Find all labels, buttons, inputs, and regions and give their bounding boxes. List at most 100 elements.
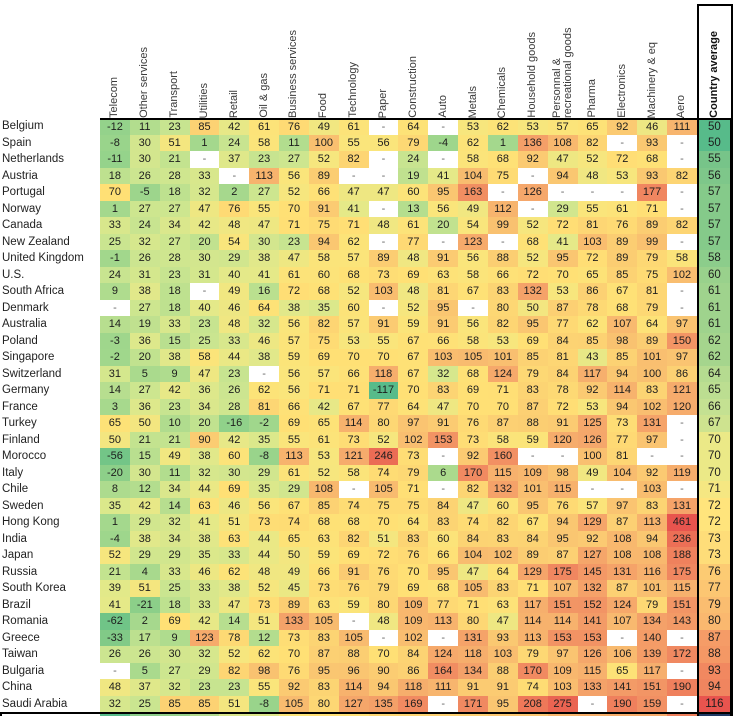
heatmap-cell: 67	[279, 497, 309, 514]
heatmap-cell: 42	[189, 217, 220, 234]
heatmap-cell: 52	[100, 547, 130, 564]
heatmap-cell: 50	[279, 547, 309, 564]
heatmap-cell: 85	[159, 695, 190, 712]
row-label-finland: Finland	[2, 433, 40, 446]
heatmap-cell: 48	[219, 217, 250, 234]
heatmap-cell: 39	[100, 580, 130, 597]
heatmap-cell: 24	[398, 151, 429, 168]
heatmap-cell: -	[547, 184, 578, 201]
heatmap-cell: 75	[308, 332, 339, 349]
heatmap-cell: -	[667, 629, 697, 646]
heatmap-cell: 82	[487, 514, 518, 531]
heatmap-cell: 77	[428, 596, 459, 613]
heatmap-cell: 58	[487, 431, 518, 448]
heatmap-cell: 67	[517, 514, 548, 531]
col-header-technology: Technology	[339, 0, 369, 118]
heatmap-cell: -8	[249, 695, 280, 712]
heatmap-cell: -	[667, 283, 697, 300]
heatmap-cell: 82	[338, 530, 369, 547]
heatmap-cell: 114	[547, 613, 578, 630]
heatmap-cell: 58	[458, 266, 488, 283]
heatmap-cell: 94	[547, 514, 578, 531]
heatmap-cell: 71	[398, 481, 429, 498]
sector-average-cell: 80	[368, 712, 399, 716]
heatmap-cell: 105	[458, 580, 488, 597]
col-header-label: Construction	[406, 56, 419, 118]
heatmap-cell: -	[368, 167, 399, 184]
heatmap-cell: -	[487, 184, 518, 201]
heatmap-cell: -	[428, 629, 459, 646]
sector-average-cell: 63	[279, 712, 309, 716]
heatmap-cell: 61	[279, 266, 309, 283]
heatmap-cell: 29	[189, 662, 220, 679]
heatmap-cell: 32	[428, 365, 459, 382]
heatmap-cell: 42	[219, 431, 250, 448]
heatmap-cell: 46	[219, 497, 250, 514]
country-average-cell: 61	[696, 283, 733, 300]
heatmap-cell: 91	[428, 250, 459, 267]
heatmap-cell: -	[577, 481, 608, 498]
col-header-label: Auto	[436, 95, 449, 118]
country-average-cell: 77	[696, 580, 733, 597]
heatmap-cell: 61	[308, 431, 339, 448]
heatmap-cell: 91	[547, 415, 578, 432]
heatmap-cell: 49	[279, 563, 309, 580]
heatmap-cell: 57	[279, 332, 309, 349]
heatmap-cell: 70	[487, 398, 518, 415]
heatmap-cell: 38	[129, 283, 160, 300]
heatmap-cell: 10	[159, 415, 190, 432]
heatmap-cell: 52	[279, 184, 309, 201]
heatmap-cell: 151	[637, 679, 668, 696]
heatmap-cell: 47	[189, 200, 220, 217]
heatmap-cell: 93	[637, 134, 668, 151]
heatmap-cell: 51	[219, 695, 250, 712]
row-label-brazil: Brazil	[2, 598, 31, 611]
heatmap-cell: 35	[308, 299, 339, 316]
heatmap-cell: 131	[607, 563, 638, 580]
heatmap-cell: 37	[129, 679, 160, 696]
heatmap-cell: 49	[577, 464, 608, 481]
country-average-cell: 61	[696, 316, 733, 333]
heatmap-cell: 15	[159, 332, 190, 349]
header-spacer	[0, 0, 100, 118]
heatmap-cell: 61	[398, 217, 429, 234]
heatmap-cell: 81	[607, 448, 638, 465]
heatmap-cell: -	[189, 151, 220, 168]
heatmap-cell: 125	[577, 415, 608, 432]
heatmap-cell: 62	[249, 382, 280, 399]
heatmap-cell: 68	[338, 266, 369, 283]
heatmap-cell: 41	[428, 167, 459, 184]
heatmap-cell: 83	[398, 530, 429, 547]
col-header-aero: Aero	[667, 0, 697, 118]
heatmap-cell: 100	[308, 134, 339, 151]
heatmap-cell: 103	[637, 481, 668, 498]
heatmap-cell: 29	[129, 514, 160, 531]
country-average-cell: 72	[696, 497, 733, 514]
heatmap-cell: 101	[637, 580, 668, 597]
heatmap-cell: 105	[338, 629, 369, 646]
row-label-chile: Chile	[2, 483, 29, 496]
heatmap-cell: 44	[249, 530, 280, 547]
heatmap-cell: -	[667, 299, 697, 316]
heatmap-cell: 70	[279, 200, 309, 217]
heatmap-cell: 81	[577, 217, 608, 234]
heatmap-cell: 83	[487, 283, 518, 300]
sector-average-cell: 101	[547, 712, 578, 716]
heatmap-cell: 123	[189, 629, 220, 646]
heatmap-cell: 58	[189, 349, 220, 366]
heatmap-cell: 106	[607, 646, 638, 663]
heatmap-cell: 70	[279, 646, 309, 663]
heatmap-cell: -	[667, 134, 697, 151]
heatmap-cell: 88	[517, 415, 548, 432]
heatmap-cell: 62	[487, 118, 518, 135]
col-header-label: Pharma	[585, 79, 598, 118]
heatmap-cell: 170	[458, 464, 488, 481]
heatmap-cell: 56	[428, 200, 459, 217]
col-header-label: Telecom	[108, 77, 121, 118]
col-header-label: Chemicals	[496, 66, 509, 118]
heatmap-cell: 25	[189, 332, 220, 349]
heatmap-cell: 190	[667, 679, 697, 696]
heatmap-cell: 95	[428, 184, 459, 201]
heatmap-cell: 134	[637, 613, 668, 630]
col-header-label: Retail	[227, 89, 240, 118]
